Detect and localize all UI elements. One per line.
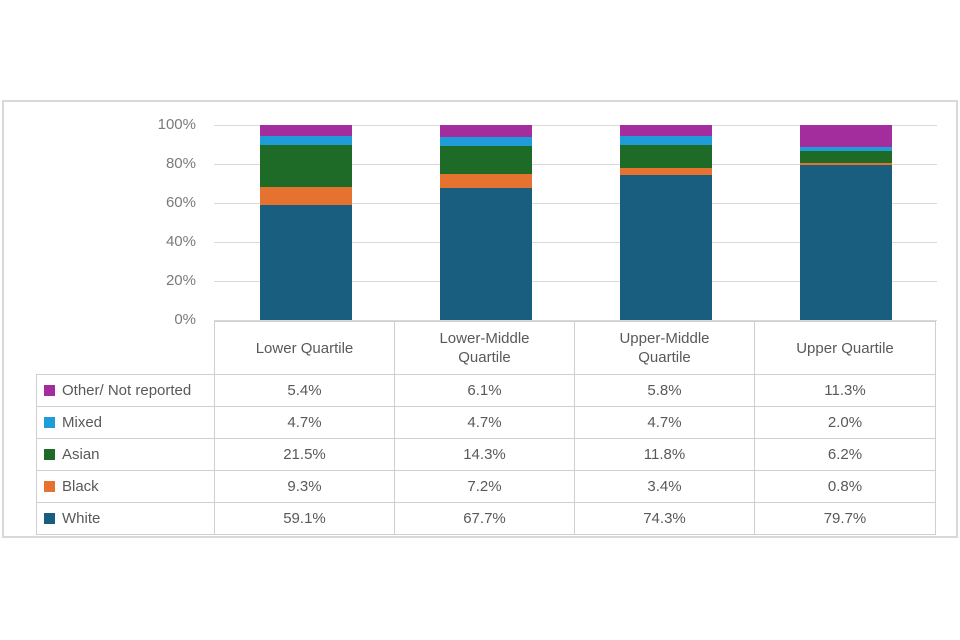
bar-segment [260,144,352,187]
legend-swatch-icon [44,481,55,492]
column-header: Lower Quartile [214,321,395,375]
value-cell: 79.7% [754,502,936,535]
bar-segment [620,125,712,137]
series-label-cell: White [36,502,215,535]
bar-segment [620,168,712,176]
gridline [214,203,937,204]
value-cell: 14.3% [394,438,575,471]
y-axis-tick-label: 0% [174,311,196,328]
table-header: Lower Quartile Lower-Middle Quartile Upper… [37,321,936,375]
bar-segment [440,136,532,147]
value-cell: 21.5% [214,438,395,471]
bar-segment [440,187,532,320]
value-cell: 9.3% [214,470,395,503]
value-cell: 6.1% [394,374,575,407]
stacked-bar [800,125,892,320]
series-label-cell: Other/ Not reported [36,374,215,407]
legend-swatch-icon [44,449,55,460]
series-label-cell: Asian [36,438,215,471]
table-row: Other/ Not reported 5.4% 6.1% 5.8% 11.3% [36,374,936,407]
series-label: White [62,510,101,527]
value-cell: 74.3% [574,502,755,535]
table-row: Mixed 4.7% 4.7% 4.7% 2.0% [36,406,936,439]
y-axis-tick-label: 40% [165,233,196,250]
y-axis-tick-label: 60% [165,194,196,211]
table-row: Black 9.3% 7.2% 3.4% 0.8% [36,470,936,503]
bar-segment [800,164,892,320]
series-label: Black [62,478,99,495]
bar-segment [260,186,352,205]
series-label: Mixed [62,414,103,431]
bar-segment [800,147,892,151]
y-axis-tick-label: 80% [165,155,196,172]
y-axis-tick-label: 100% [157,116,196,133]
table-corner-spacer [37,322,215,375]
stacked-bar [260,125,352,320]
column-header: Lower-Middle Quartile [394,321,575,375]
bar-segment [440,173,532,188]
bar-segment [260,204,352,320]
bar-segment [620,175,712,320]
column-header: Upper Quartile [754,321,936,375]
value-cell: 7.2% [394,470,575,503]
value-cell: 6.2% [754,438,936,471]
value-cell: 2.0% [754,406,936,439]
value-cell: 4.7% [394,406,575,439]
value-cell: 0.8% [754,470,936,503]
gridline [214,125,937,126]
table-row: White 59.1% 67.7% 74.3% 79.7% [36,502,936,535]
bar-segment [800,163,892,165]
data-table: Lower Quartile Lower-Middle Quartile Upper… [36,321,936,535]
stacked-bar [620,125,712,320]
value-cell: 5.4% [214,374,395,407]
bar-segment [620,136,712,146]
gridline [214,242,937,243]
bar-segment [260,125,352,136]
value-cell: 3.4% [574,470,755,503]
bar-segment [620,145,712,169]
value-cell: 5.8% [574,374,755,407]
bar-segment [800,125,892,148]
legend-swatch-icon [44,513,55,524]
series-label: Asian [62,446,100,463]
value-cell: 4.7% [214,406,395,439]
value-cell: 4.7% [574,406,755,439]
value-cell: 11.8% [574,438,755,471]
column-header: Upper-Middle Quartile [574,321,755,375]
bar-segment [260,135,352,145]
table-row: Asian 21.5% 14.3% 11.8% 6.2% [36,438,936,471]
table-body: Other/ Not reported 5.4% 6.1% 5.8% 11.3% Mixe… [36,374,936,535]
gridline [214,281,937,282]
value-cell: 67.7% [394,502,575,535]
gridline [214,164,937,165]
series-label-cell: Mixed [36,406,215,439]
stacked-bar [440,125,532,320]
y-axis-tick-label: 20% [165,272,196,289]
series-label-cell: Black [36,470,215,503]
bar-segment [440,146,532,174]
bar-segment [800,150,892,163]
table-header-row: Lower Quartile Lower-Middle Quartile Upper… [37,321,936,375]
gridline [214,320,937,321]
legend-swatch-icon [44,385,55,396]
y-axis: 100% 80% 60% 40% 20% 0% [4,116,196,328]
bar-segment [440,125,532,137]
value-cell: 59.1% [214,502,395,535]
plot-area [214,125,937,321]
series-label: Other/ Not reported [62,382,192,399]
chart-panel: 100% 80% 60% 40% 20% 0% Lower Quartile Lower-M… [2,100,958,538]
value-cell: 11.3% [754,374,936,407]
legend-swatch-icon [44,417,55,428]
